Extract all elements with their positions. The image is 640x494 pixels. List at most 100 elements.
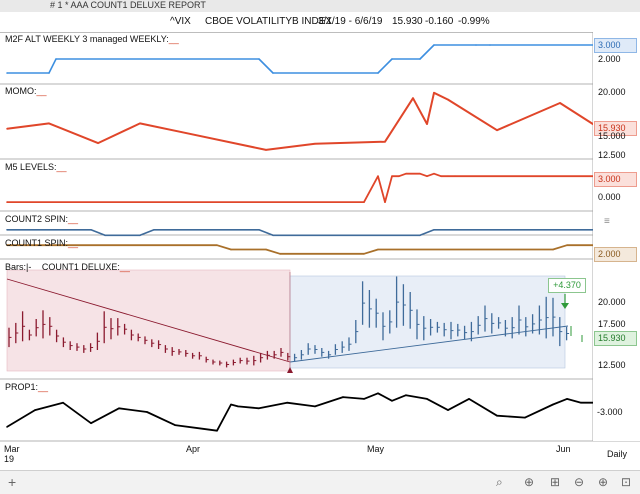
count2-line-point xyxy=(6,229,8,231)
prop1-line-point xyxy=(468,398,470,400)
prop1-line-point xyxy=(377,392,379,395)
momo-panel-label[interactable]: MOMO:__ xyxy=(5,86,47,96)
uptrend-line xyxy=(289,325,569,363)
m2f-line xyxy=(7,44,595,74)
m2f-line-point xyxy=(433,44,435,46)
count1-line-point xyxy=(230,248,232,251)
prop1-panel-label[interactable]: PROP1:__ xyxy=(5,382,48,392)
crosshair-icon[interactable]: ⊕ xyxy=(524,475,535,489)
draw-tool-icon[interactable]: ⊞ xyxy=(550,475,561,489)
prop1-line-point xyxy=(118,407,120,410)
x-label-apr: Apr xyxy=(186,444,201,454)
m5-line-point xyxy=(391,175,393,177)
m5-line-point xyxy=(426,175,428,177)
m5-panel-label[interactable]: M5 LEVELS:__ xyxy=(5,162,67,172)
bars-tick: 20.000 xyxy=(598,297,626,307)
prop1-line-point xyxy=(566,398,568,400)
window-title: # 1 * AAA COUNT1 DELUXE REPORT xyxy=(50,0,206,10)
count2-label-underscore: __ xyxy=(68,214,79,224)
m2f-series xyxy=(6,44,596,74)
x-label-year: 19 xyxy=(4,454,15,464)
quote-header: ^VIX CBOE VOLATILITYB INDEX 3/1/19 - 6/6… xyxy=(0,12,640,33)
search-icon[interactable]: ⌕ xyxy=(496,475,503,489)
momo-line-point xyxy=(496,129,498,131)
prop1-line xyxy=(6,392,595,432)
m2f-line-point xyxy=(391,58,393,60)
prop1-line-point xyxy=(405,394,407,397)
count2-label-text: COUNT2 SPIN: xyxy=(5,214,69,224)
ohlc-bars xyxy=(8,276,570,368)
x-label-may: May xyxy=(367,444,385,454)
count2-line-point xyxy=(139,234,141,237)
count1-line-point xyxy=(279,253,281,255)
count1-value-tag: 2.000 xyxy=(594,247,637,262)
downtrend-line xyxy=(6,278,291,363)
m2f-line-point xyxy=(475,44,477,46)
m2f-label-underscore: __ xyxy=(168,34,179,44)
prop1-series xyxy=(6,392,596,432)
count2-line-point xyxy=(104,234,106,237)
add-icon[interactable]: + xyxy=(8,474,17,490)
m2f-line-point xyxy=(55,58,57,60)
count1-series xyxy=(6,244,596,255)
prop1-line-point xyxy=(342,396,344,398)
momo-line-point xyxy=(181,131,183,133)
prop1-line-point xyxy=(524,416,526,419)
resize-grip-icon[interactable]: ≡ xyxy=(604,216,610,227)
prop1-line-point xyxy=(580,401,582,404)
bars-tick: 12.500 xyxy=(598,360,626,370)
m5-line-point xyxy=(384,201,386,203)
count2-line-point xyxy=(272,234,274,237)
momo-line-point xyxy=(97,142,99,144)
symbol-label[interactable]: ^VIX xyxy=(170,16,191,27)
prop1-line-point xyxy=(216,429,218,432)
prop1-line-point xyxy=(237,405,239,408)
prop1-line-point xyxy=(426,398,428,400)
prop1-line-point xyxy=(363,398,365,400)
m2f-line-point xyxy=(258,58,260,60)
bars-study-label: COUNT1 DELUXE: xyxy=(41,262,120,272)
prop1-line-point xyxy=(230,403,232,406)
momo-label-text: MOMO: xyxy=(5,86,37,96)
momo-line-point xyxy=(265,149,267,151)
bottom-toolbar: + ⌕ ⊕ ⊞ ⊖ ⊕ ⊡ xyxy=(0,470,640,494)
m2f-line-point xyxy=(48,72,50,74)
shaded-region-up xyxy=(289,275,566,369)
m5-line-point xyxy=(398,175,400,177)
instrument-name: CBOE VOLATILITYB INDEX xyxy=(205,16,333,27)
momo-tick: 12.500 xyxy=(598,150,626,160)
prop1-line-point xyxy=(496,414,498,417)
zoom-in-icon[interactable]: ⊕ xyxy=(598,475,609,489)
prop1-value-tag: -3.000 xyxy=(594,406,635,419)
prop1-line-point xyxy=(447,409,449,411)
prop1-line-point xyxy=(6,426,8,428)
momo-value-tag: 15.930 xyxy=(594,121,637,136)
count2-panel-label[interactable]: COUNT2 SPIN:__ xyxy=(5,214,78,224)
momo-line xyxy=(6,91,596,151)
projection-arrow-icon xyxy=(561,303,569,309)
m2f-panel-label[interactable]: M2F ALT WEEKLY 3 managed WEEKLY:__ xyxy=(5,34,179,44)
prop1-line-point xyxy=(314,405,316,408)
count1-panel-label[interactable]: COUNT1 SPIN:__ xyxy=(5,238,78,248)
prop1-line-point xyxy=(258,407,260,410)
bars-tick: 17.500 xyxy=(598,319,626,329)
count1-line-point xyxy=(566,244,568,246)
count2-line-point xyxy=(433,229,435,231)
bars-label-text: Bars:|- xyxy=(5,262,32,272)
count1-line-point xyxy=(377,248,379,251)
momo-line-point xyxy=(48,122,50,125)
x-label-jun: Jun xyxy=(556,444,571,454)
price-axis[interactable] xyxy=(593,32,640,441)
period-selector[interactable]: Daily xyxy=(607,449,628,459)
bars-panel-label[interactable]: Bars:|- COUNT1 DELUXE:__ xyxy=(5,262,130,272)
momo-tick: 15.000 xyxy=(598,131,626,141)
zoom-out-icon[interactable]: ⊖ xyxy=(574,475,585,489)
projection-callout: +4.370 xyxy=(548,278,586,293)
m5-line-point xyxy=(6,201,8,203)
momo-tick: 20.000 xyxy=(598,87,626,97)
date-range[interactable]: 3/1/19 - 6/6/19 xyxy=(318,16,383,27)
count2-line-point xyxy=(90,229,92,231)
reset-zoom-icon[interactable]: ⊡ xyxy=(621,475,632,489)
momo-line-point xyxy=(447,98,449,101)
m2f-line-point xyxy=(272,72,274,74)
